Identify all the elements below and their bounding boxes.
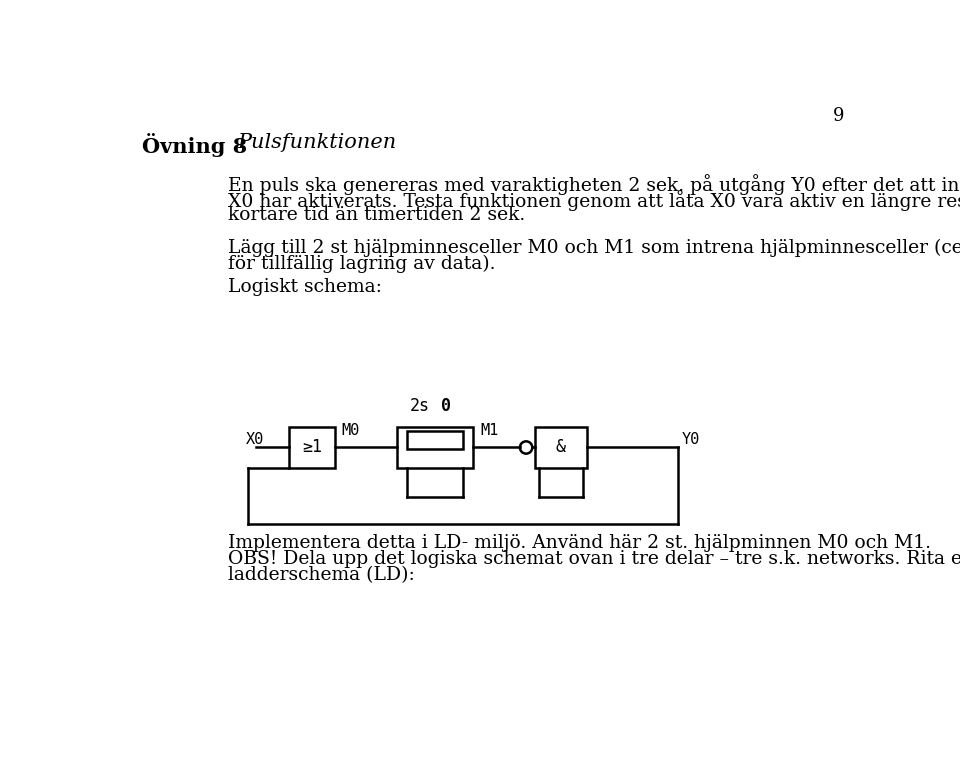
Text: 2s: 2s (410, 397, 430, 415)
Text: Övning 8: Övning 8 (142, 133, 247, 157)
Text: 9: 9 (833, 107, 845, 125)
Text: En puls ska genereras med varaktigheten 2 sek. på utgång Y0 efter det att ingång: En puls ska genereras med varaktigheten … (228, 174, 960, 195)
Bar (397, 427, 472, 467)
Text: X0 har aktiverats. Testa funktionen genom att låta X0 vara aktiv en längre resp.: X0 har aktiverats. Testa funktionen geno… (228, 190, 960, 211)
Text: M0: M0 (342, 423, 360, 438)
Text: M1: M1 (480, 423, 498, 438)
Text: kortare tid än timertiden 2 sek.: kortare tid än timertiden 2 sek. (228, 207, 526, 224)
Text: X0: X0 (246, 433, 264, 447)
Text: Y0: Y0 (682, 433, 700, 447)
Text: ladderschema (LD):: ladderschema (LD): (228, 566, 416, 584)
Bar (536, 427, 587, 467)
Text: Lägg till 2 st hjälpminnesceller M0 och M1 som intrena hjälpminnesceller (celler: Lägg till 2 st hjälpminnesceller M0 och … (228, 239, 960, 257)
Bar (407, 430, 464, 449)
Text: Pulsfunktionen: Pulsfunktionen (238, 133, 397, 153)
Text: ≥1: ≥1 (302, 439, 323, 456)
Text: för tillfällig lagring av data).: för tillfällig lagring av data). (228, 255, 496, 273)
Text: &: & (556, 439, 566, 456)
Text: Implementera detta i LD- miljö. Använd här 2 st. hjälpminnen M0 och M1.: Implementera detta i LD- miljö. Använd h… (228, 534, 931, 552)
Text: OBS! Dela upp det logiska schemat ovan i tre delar – tre s.k. networks. Rita ett: OBS! Dela upp det logiska schemat ovan i… (228, 550, 960, 568)
Text: 0: 0 (442, 397, 451, 415)
Text: Logiskt schema:: Logiskt schema: (228, 278, 382, 295)
Bar (289, 427, 335, 467)
